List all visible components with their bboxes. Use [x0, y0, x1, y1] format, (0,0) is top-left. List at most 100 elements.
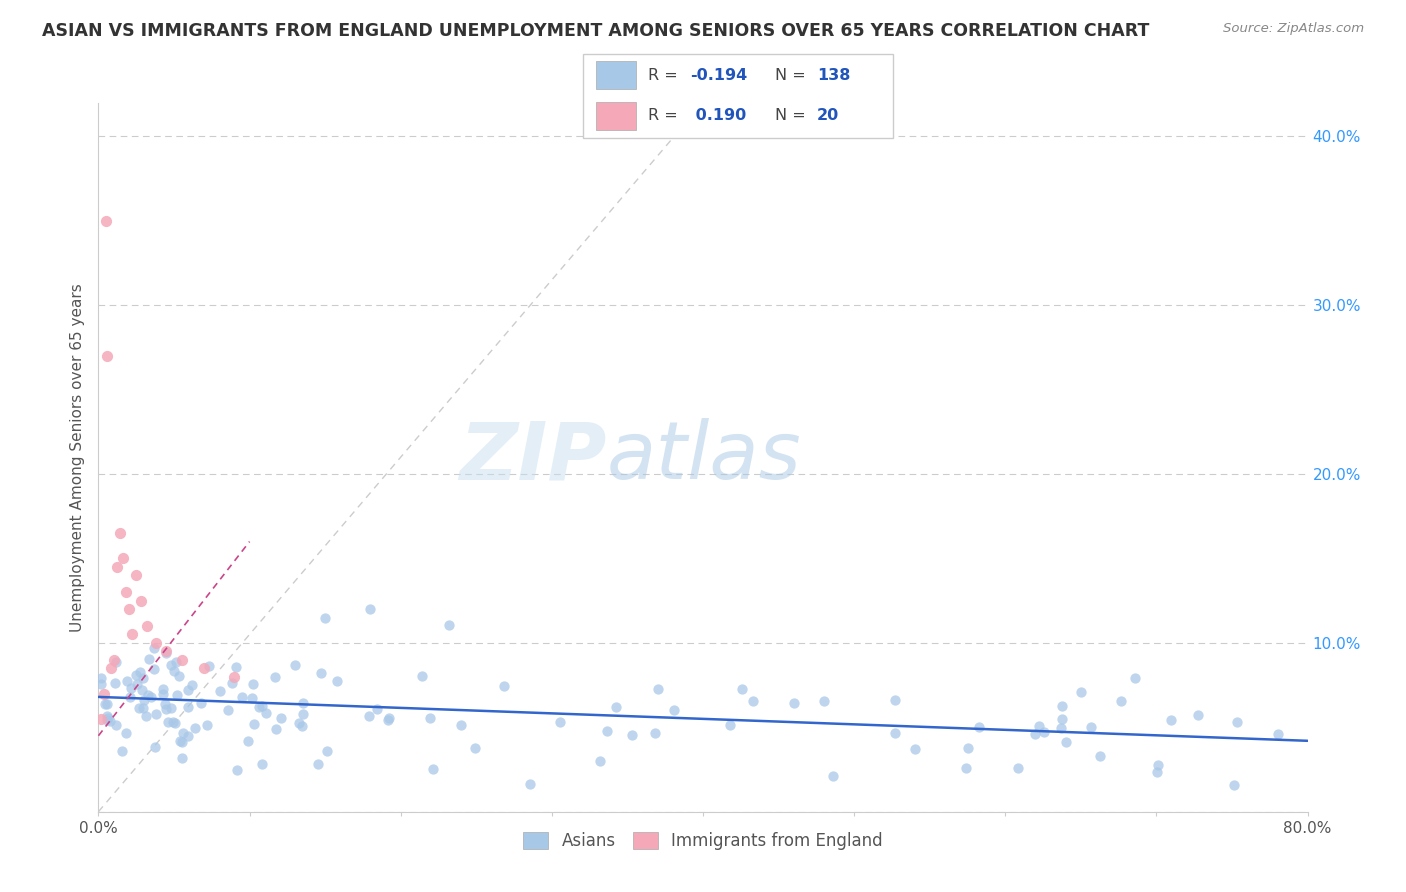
Point [135, 619, 157, 633]
Point [162, 664, 184, 678]
Point [155, 702, 177, 716]
Point [96, 709, 118, 723]
Text: -0.194: -0.194 [690, 68, 748, 83]
Point [117, 673, 139, 688]
Point [647, 682, 669, 697]
Text: N =: N = [775, 108, 811, 123]
Point [957, 741, 980, 756]
Point [422, 763, 444, 777]
Point [884, 692, 907, 706]
Point [1223, 778, 1246, 792]
Point [548, 714, 571, 729]
Point [181, 678, 204, 692]
Point [172, 751, 194, 765]
Point [120, 690, 142, 705]
Bar [596, 102, 636, 130]
Point [136, 688, 159, 702]
Point [231, 690, 253, 704]
Point [243, 716, 266, 731]
Point [97, 711, 120, 725]
Point [621, 728, 644, 742]
Point [131, 682, 153, 697]
Point [114, 585, 136, 599]
Point [111, 744, 134, 758]
Point [94, 697, 117, 711]
Point [162, 715, 184, 730]
Point [217, 703, 239, 717]
Point [94, 214, 117, 228]
Point [270, 711, 292, 725]
Point [813, 694, 835, 708]
Point [224, 670, 246, 684]
Point [115, 726, 138, 740]
Point [378, 711, 401, 725]
Point [264, 670, 287, 684]
Point [250, 699, 273, 714]
Point [142, 640, 165, 655]
Point [139, 690, 162, 704]
Point [242, 677, 264, 691]
Point [157, 714, 180, 729]
Point [1146, 765, 1168, 780]
Point [519, 777, 541, 791]
Point [96, 713, 118, 727]
FancyBboxPatch shape [583, 54, 893, 138]
Point [90, 671, 112, 685]
Point [266, 723, 288, 737]
Point [163, 715, 186, 730]
Point [1088, 749, 1111, 764]
Text: ASIAN VS IMMIGRANTS FROM ENGLAND UNEMPLOYMENT AMONG SENIORS OVER 65 YEARS CORREL: ASIAN VS IMMIGRANTS FROM ENGLAND UNEMPLO… [42, 22, 1150, 40]
Point [240, 690, 263, 705]
Point [132, 700, 155, 714]
Text: ZIP: ZIP [458, 418, 606, 496]
Point [605, 700, 627, 714]
Point [1050, 721, 1073, 735]
Point [125, 667, 148, 681]
Point [155, 646, 177, 660]
Point [160, 658, 183, 673]
Point [366, 701, 388, 715]
Point [160, 701, 183, 715]
Text: 20: 20 [817, 108, 839, 123]
Point [644, 726, 666, 740]
Point [1007, 762, 1029, 776]
Point [1070, 684, 1092, 698]
Point [1187, 707, 1209, 722]
Text: 138: 138 [817, 68, 851, 83]
Point [450, 718, 472, 732]
Point [287, 716, 309, 731]
Point [236, 733, 259, 747]
Point [198, 659, 221, 673]
Point [111, 551, 134, 566]
Point [492, 679, 515, 693]
Point [967, 721, 990, 735]
Text: N =: N = [775, 68, 811, 83]
Point [411, 669, 433, 683]
Point [100, 661, 122, 675]
Point [314, 610, 336, 624]
Point [183, 721, 205, 735]
Point [105, 560, 128, 574]
Y-axis label: Unemployment Among Seniors over 65 years: Unemployment Among Seniors over 65 years [70, 283, 86, 632]
Point [254, 706, 277, 720]
Point [129, 593, 152, 607]
Point [138, 652, 160, 666]
Point [96, 698, 118, 712]
Point [169, 733, 191, 747]
Point [1050, 713, 1073, 727]
Point [291, 718, 314, 732]
Point [823, 769, 845, 783]
Point [225, 660, 247, 674]
Point [291, 707, 314, 722]
Point [1123, 671, 1146, 685]
Point [195, 718, 218, 732]
Point [96, 349, 118, 363]
Point [903, 742, 925, 756]
Point [108, 526, 131, 541]
Point [1054, 735, 1077, 749]
Point [1033, 724, 1056, 739]
Point [127, 677, 149, 691]
Point [782, 696, 804, 710]
Point [152, 687, 174, 701]
Point [152, 681, 174, 696]
